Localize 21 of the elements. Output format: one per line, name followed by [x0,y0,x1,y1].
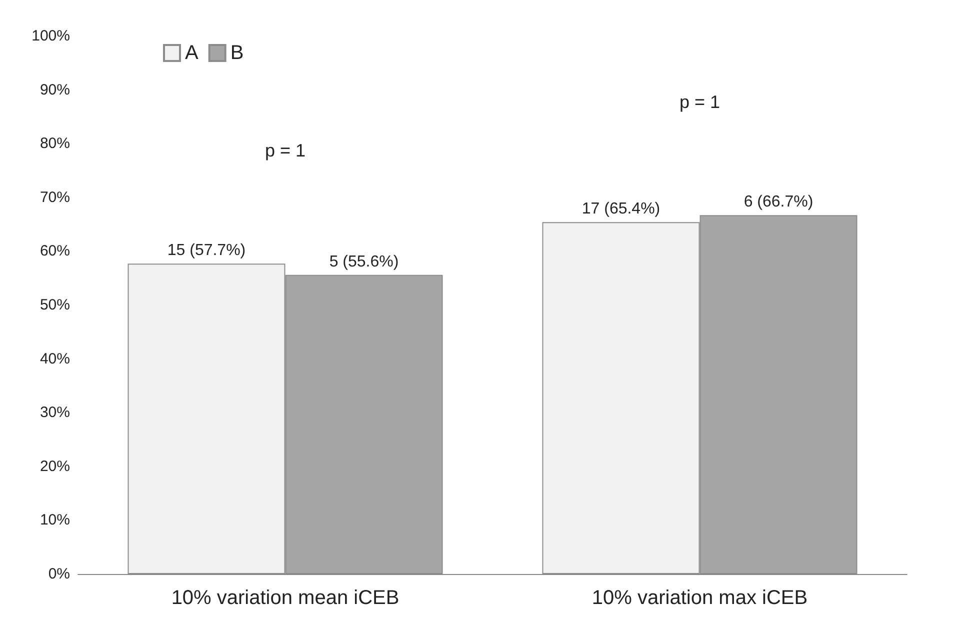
y-tick-label: 50% [40,296,70,314]
annotation: p = 1 [264,140,306,161]
data-label: 15 (57.7%) [167,242,246,260]
x-tick-label: 10% variation max iCEB [592,587,808,609]
y-tick-label: 0% [48,566,70,582]
data-label: 6 (66.7%) [744,194,814,211]
y-tick-label: 40% [40,350,70,368]
y-tick-label: 10% [40,512,70,529]
x-tick-label: 10% variation mean iCEB [171,587,400,609]
data-label: 5 (55.6%) [329,253,399,270]
annotation: p = 1 [679,92,720,112]
data-label: 17 (65.4%) [582,200,660,218]
y-tick-label: 30% [40,404,70,422]
y-tick-label: 20% [40,458,70,475]
y-tick-label: 60% [40,242,70,260]
legend-label: B [230,42,244,64]
y-tick-label: 90% [40,81,70,98]
y-tick-label: 70% [40,188,70,206]
y-tick-label: 100% [32,28,70,44]
legend-label: A [185,42,199,64]
y-tick-label: 80% [40,135,70,152]
